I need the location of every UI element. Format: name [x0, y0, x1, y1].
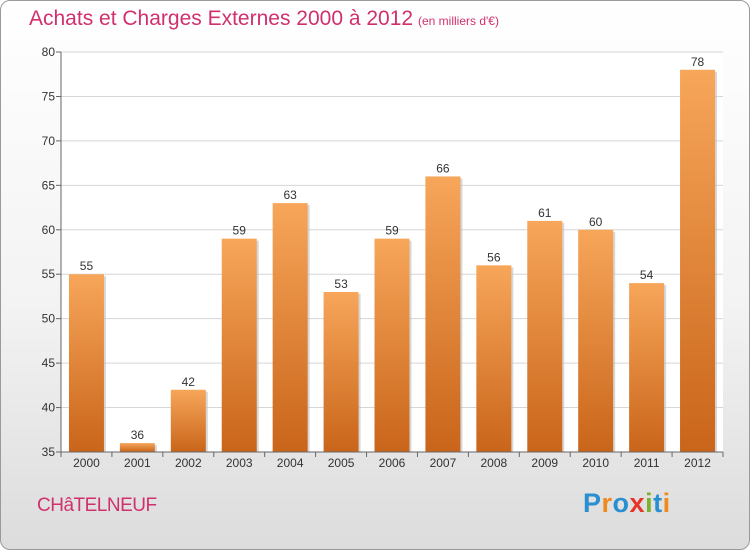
data-label: 54 [640, 268, 654, 282]
data-label: 42 [182, 375, 196, 389]
proxiti-logo: Proxiti [583, 488, 671, 519]
data-label: 61 [538, 206, 552, 220]
x-tick-label: 2003 [226, 456, 253, 470]
y-tick-label: 45 [42, 356, 56, 370]
chart-title: Achats et Charges Externes 2000 à 2012 [29, 7, 414, 30]
data-label: 53 [334, 277, 348, 291]
bar [272, 203, 308, 452]
data-label: 55 [80, 259, 94, 273]
bar [68, 274, 104, 452]
bar [425, 176, 461, 452]
bar [680, 69, 716, 453]
y-tick-label: 35 [42, 445, 56, 459]
x-tick-label: 2009 [531, 456, 558, 470]
y-tick-label: 65 [42, 178, 56, 192]
logo-letter: i [662, 488, 671, 518]
x-tick-label: 2010 [582, 456, 609, 470]
logo-letter: P [583, 488, 602, 518]
bar [476, 265, 512, 452]
y-tick-label: 55 [42, 267, 56, 281]
data-label: 60 [589, 215, 603, 229]
x-tick-label: 2008 [480, 456, 507, 470]
bar [170, 389, 206, 452]
y-tick-label: 40 [42, 401, 56, 415]
data-label: 66 [436, 161, 450, 175]
x-tick-label: 2001 [124, 456, 151, 470]
x-tick-label: 2004 [277, 456, 304, 470]
x-tick-label: 2012 [684, 456, 711, 470]
data-label: 59 [233, 224, 247, 238]
x-tick-label: 2002 [175, 456, 202, 470]
logo-letter: i [645, 488, 654, 518]
logo-letter: o [612, 488, 630, 518]
city-name: CHâTELNEUF [37, 495, 157, 516]
data-label: 78 [691, 55, 705, 69]
data-label: 36 [131, 428, 145, 442]
bar [119, 443, 155, 452]
data-label: 59 [385, 224, 399, 238]
chart-subtitle: (en milliers d'€) [418, 14, 499, 28]
y-tick-label: 70 [42, 134, 56, 148]
x-tick-label: 2006 [379, 456, 406, 470]
data-label: 63 [283, 188, 297, 202]
x-tick-label: 2011 [634, 456, 660, 470]
bar [578, 229, 614, 452]
y-tick-label: 50 [42, 312, 56, 326]
x-tick-label: 2005 [328, 456, 355, 470]
bar [374, 238, 410, 452]
y-tick-label: 60 [42, 223, 56, 237]
y-tick-label: 75 [42, 89, 56, 103]
bar [323, 292, 359, 452]
logo-letter: t [653, 488, 663, 518]
bar [221, 238, 257, 452]
logo-letter: x [629, 488, 646, 518]
x-tick-label: 2000 [73, 456, 100, 470]
x-tick-label: 2007 [430, 456, 457, 470]
data-label: 56 [487, 250, 501, 264]
logo-letter: r [601, 488, 613, 518]
bar [629, 283, 665, 452]
y-tick-label: 80 [42, 45, 56, 59]
bar [527, 220, 563, 452]
